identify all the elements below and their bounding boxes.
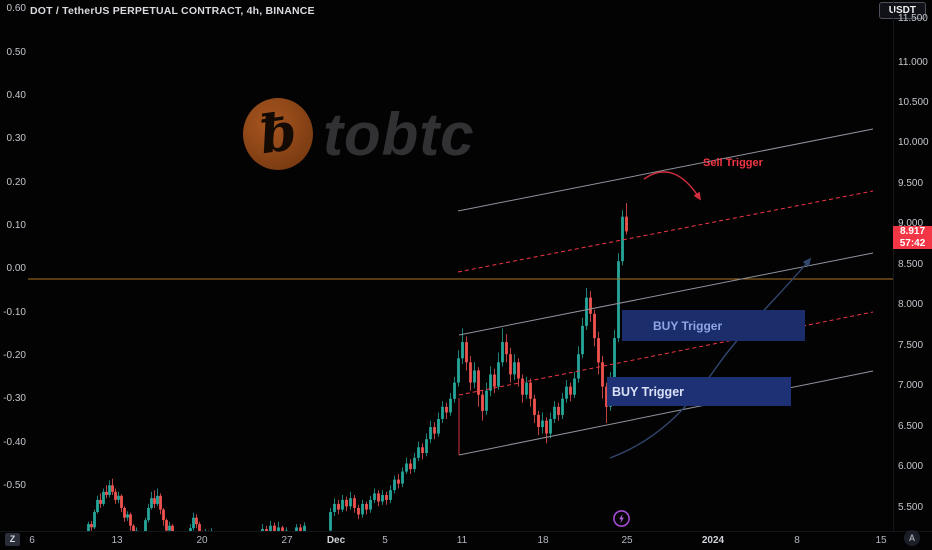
axis-label: 0.10 bbox=[6, 220, 26, 231]
axis-label: -0.30 bbox=[3, 393, 26, 404]
left-price-scale[interactable]: 0.60 0.50 0.40 0.30 0.20 0.10 0.00 -0.10 -0.20 -0… bbox=[0, 0, 28, 531]
axis-label: 0.40 bbox=[6, 90, 26, 101]
last-price-label: 8.917 57:42 bbox=[893, 226, 932, 249]
axis-label: -0.40 bbox=[3, 437, 26, 448]
axis-label: -0.10 bbox=[3, 307, 26, 318]
axis-label: 8.500 bbox=[898, 259, 924, 270]
axis-label: 2024 bbox=[701, 535, 725, 546]
last-price-value: 8.917 bbox=[899, 226, 926, 237]
axis-label: 27 bbox=[281, 535, 293, 546]
axis-label: 10.000 bbox=[898, 137, 929, 148]
right-price-scale[interactable]: 11.500 11.000 10.500 10.000 9.500 9.000 8.500 8… bbox=[893, 0, 932, 531]
axis-label: 13 bbox=[111, 535, 123, 546]
symbol-title[interactable]: DOT / TetherUS PERPETUAL CONTRACT, 4h, B… bbox=[30, 5, 315, 17]
axis-label: 11.000 bbox=[898, 57, 928, 68]
bar-countdown: 57:42 bbox=[899, 237, 926, 249]
axis-label: 0.50 bbox=[6, 47, 26, 58]
axis-label: 7.000 bbox=[898, 380, 924, 391]
axis-label: 9.500 bbox=[898, 178, 924, 189]
axis-label: 11 bbox=[456, 535, 468, 546]
axis-label: 8 bbox=[794, 535, 800, 546]
axis-label: 9.000 bbox=[898, 218, 924, 229]
timezone-badge[interactable]: Z bbox=[5, 533, 20, 546]
auto-scale-button[interactable]: A bbox=[904, 530, 920, 546]
axis-label: 20 bbox=[196, 535, 208, 546]
axis-label: 0.60 bbox=[6, 3, 26, 14]
currency-usdt-button[interactable]: USDT bbox=[878, 2, 926, 19]
axis-label: 5 bbox=[382, 535, 388, 546]
buy-trigger-box-2[interactable]: BUY Trigger bbox=[607, 377, 791, 406]
axis-label: Dec bbox=[326, 535, 346, 546]
axis-label: 6.500 bbox=[898, 421, 924, 432]
axis-label: 6 bbox=[29, 535, 35, 546]
lower-channel-bottom bbox=[458, 370, 874, 456]
buy-trigger-label-2: BUY Trigger bbox=[612, 384, 685, 399]
axis-label: 0.30 bbox=[6, 133, 26, 144]
axis-label: -0.50 bbox=[3, 480, 26, 491]
axis-label: 0.20 bbox=[6, 177, 26, 188]
time-axis[interactable]: 6 13 20 27 Dec 5 11 18 25 2024 8 15 bbox=[0, 531, 932, 550]
sell-arrow bbox=[643, 171, 701, 201]
axis-label: 6.000 bbox=[898, 461, 924, 472]
buy-trigger-label-1: BUY Trigger bbox=[653, 318, 723, 333]
price-chart-canvas[interactable] bbox=[0, 0, 932, 531]
axis-label: 15 bbox=[875, 535, 887, 546]
axis-label: 11.500 bbox=[898, 13, 928, 24]
trendline-drawings-layer[interactable] bbox=[28, 128, 893, 459]
buy-arrow bbox=[609, 257, 812, 459]
axis-label: 18 bbox=[537, 535, 549, 546]
axis-label: 7.500 bbox=[898, 340, 924, 351]
upper-channel-top bbox=[457, 128, 874, 212]
axis-label: -0.20 bbox=[3, 350, 26, 361]
axis-label: 5.500 bbox=[898, 502, 924, 513]
axis-label: 8.000 bbox=[898, 299, 924, 310]
candles-layer bbox=[87, 203, 628, 531]
event-lightning-icon[interactable] bbox=[612, 509, 631, 528]
axis-label: 25 bbox=[621, 535, 633, 546]
upper-channel-midline bbox=[457, 190, 874, 273]
axis-label: 10.500 bbox=[898, 97, 929, 108]
buy-trigger-box-1[interactable]: BUY Trigger bbox=[622, 310, 805, 341]
sell-trigger-label[interactable]: Sell Trigger bbox=[703, 157, 763, 169]
axis-label: 0.00 bbox=[6, 263, 26, 274]
